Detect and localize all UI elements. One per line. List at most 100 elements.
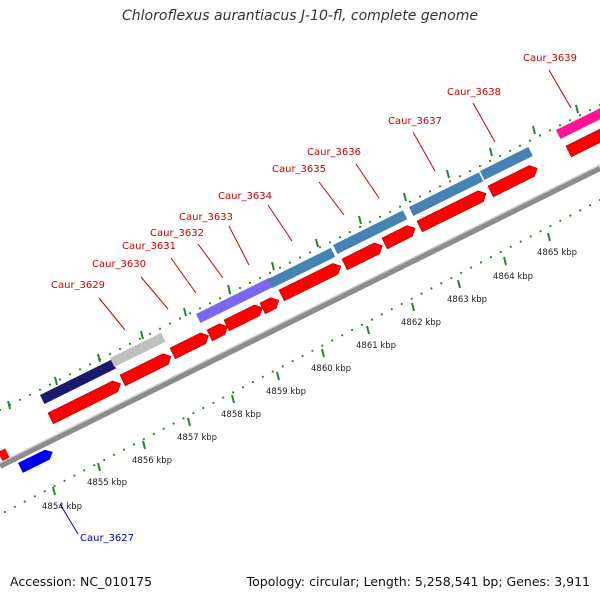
outer-tick-dot xyxy=(58,378,62,381)
backbone-line xyxy=(0,165,600,469)
outer-tick-dot xyxy=(18,398,22,401)
outer-tick-dot xyxy=(238,286,242,290)
outer-tick-dot xyxy=(288,261,292,264)
accession-label: Accession: NC_010175 xyxy=(10,574,153,589)
outer-tick-dot xyxy=(568,119,572,122)
inner-tick-dot xyxy=(579,209,582,212)
outer-tick-dot xyxy=(68,373,72,376)
inner-tick-dot xyxy=(529,235,532,238)
inner-tick-dot xyxy=(499,250,502,254)
outer-major-tick xyxy=(183,307,187,317)
outer-tick-dot xyxy=(198,307,202,310)
outer-tick-dot xyxy=(148,332,152,335)
kbp-tick xyxy=(52,486,56,496)
gene-label: Caur_3633 xyxy=(179,212,233,223)
outer-tick-dot xyxy=(458,175,462,178)
cds-arrow xyxy=(278,263,342,302)
backbone-highlight xyxy=(0,164,600,464)
kbp-tick xyxy=(97,462,101,472)
outer-tick-dot xyxy=(38,388,42,391)
inner-tick-dot xyxy=(142,438,145,441)
inner-tick-dot xyxy=(63,479,66,482)
kbp-tick xyxy=(457,279,461,289)
tick-label: 4861 kbp xyxy=(356,341,396,351)
outer-tick-dot xyxy=(258,276,262,279)
map-title: Chloroflexus aurantiacus J-10-fl, comple… xyxy=(122,8,478,24)
cog-bar-magenta xyxy=(556,108,600,139)
kbp-tick xyxy=(547,232,551,242)
outer-major-tick xyxy=(54,376,58,386)
gene-label: Caur_3627 xyxy=(80,533,134,544)
cds-arrow xyxy=(206,323,228,342)
inner-tick-dot xyxy=(430,287,433,290)
outer-tick-dot xyxy=(588,109,592,112)
outer-tick-dot xyxy=(528,139,532,142)
leader-line xyxy=(98,297,126,331)
cog-bar-grey xyxy=(110,332,166,367)
inner-tick-dot xyxy=(539,230,542,233)
cds-arrow xyxy=(119,353,172,387)
outer-major-tick xyxy=(97,353,101,363)
outer-tick-dot xyxy=(408,200,412,203)
outer-tick-dot xyxy=(48,383,52,386)
outer-tick-dot xyxy=(88,363,92,366)
cds-arrow xyxy=(169,332,209,360)
inner-tick-dot xyxy=(202,406,205,410)
inner-tick-dot xyxy=(370,318,373,321)
kbp-tick xyxy=(142,440,146,450)
gene-label: Caur_3630 xyxy=(92,259,146,270)
kbp-tick xyxy=(366,325,370,335)
outer-tick-dot xyxy=(218,297,222,300)
outer-tick-dot xyxy=(178,317,182,320)
inner-tick-dot xyxy=(222,396,225,399)
tick-label: 4860 kbp xyxy=(311,364,351,374)
outer-major-tick xyxy=(532,125,536,135)
outer-tick-dot xyxy=(548,129,552,132)
inner-tick-dot xyxy=(589,204,592,207)
outer-major-tick xyxy=(140,330,144,340)
tick-label: 4857 kbp xyxy=(177,433,217,443)
leader-line xyxy=(548,69,572,109)
kbp-tick xyxy=(503,256,507,266)
kbp-tick xyxy=(187,417,191,427)
gene-label: Caur_3636 xyxy=(307,147,361,158)
tick-label: 4864 kbp xyxy=(493,272,533,282)
leader-line xyxy=(355,163,380,199)
inner-tick-dot xyxy=(341,334,344,337)
cds-arrow xyxy=(487,165,538,198)
outer-tick-dot xyxy=(368,220,372,223)
inner-tick-dot xyxy=(182,417,185,420)
outer-tick-dot xyxy=(268,271,272,274)
kbp-tick xyxy=(231,394,235,404)
inner-tick-dot xyxy=(311,349,314,352)
inner-tick-dot xyxy=(83,469,86,472)
cds-arrow xyxy=(47,380,121,425)
inner-tick-dot xyxy=(390,308,393,311)
inner-tick-dot xyxy=(232,391,235,394)
outer-tick-dot xyxy=(328,241,332,244)
leader-line xyxy=(197,243,224,279)
cds-arrow-reverse-blue xyxy=(18,449,53,473)
cog-bar-steelblue xyxy=(409,172,484,216)
inner-tick-dot xyxy=(251,380,254,384)
cog-bar-navy xyxy=(40,359,117,404)
outer-tick-dot xyxy=(108,353,112,356)
outer-major-tick xyxy=(7,400,11,410)
outer-tick-dot xyxy=(28,393,32,396)
cog-bar-purple xyxy=(196,277,274,323)
leader-line xyxy=(228,225,250,266)
outer-tick-dot xyxy=(488,159,492,162)
inner-tick-dot xyxy=(3,510,7,514)
outer-major-tick xyxy=(403,192,407,202)
inner-tick-dot xyxy=(281,365,284,368)
inner-tick-dot xyxy=(440,282,443,285)
kbp-tick xyxy=(321,348,325,358)
outer-tick-dot xyxy=(298,256,302,259)
tick-label: 4855 kbp xyxy=(87,478,127,488)
outer-tick-dot xyxy=(0,408,2,412)
inner-tick-dot xyxy=(351,328,354,332)
cds-arrow xyxy=(223,304,263,332)
inner-tick-dot xyxy=(331,339,334,342)
gene-label: Caur_3638 xyxy=(447,87,501,98)
